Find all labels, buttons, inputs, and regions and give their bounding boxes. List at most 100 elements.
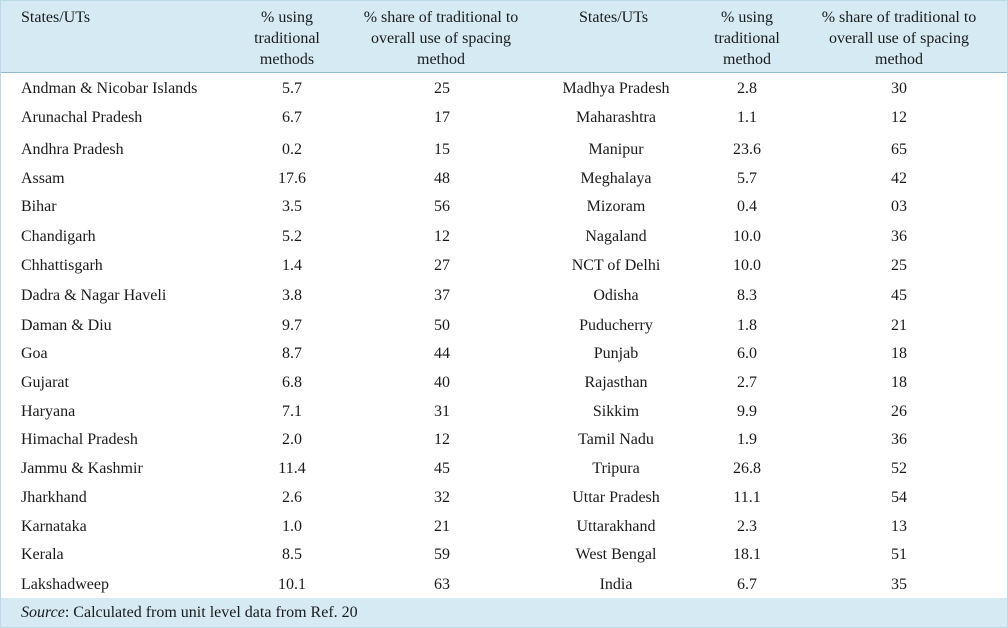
source-note: Source: Calculated from unit level data … [21,598,358,627]
cell-share-traditional-2: 13 [891,518,907,535]
cell-share-traditional-2: 25 [891,257,907,274]
cell-share-traditional-2: 52 [891,460,907,477]
header-pct-traditional-1: % using traditional methods [254,9,320,68]
cell-state-1: Goa [21,345,48,362]
table-row: Assam 17.6 48 Meghalaya 5.7 42 [1,164,1007,193]
cell-pct-traditional-1: 5.2 [282,228,302,245]
cell-pct-traditional-2: 9.9 [737,403,757,420]
cell-pct-traditional-1: 2.0 [282,431,302,448]
table-row: Bihar 3.5 56 Mizoram 0.4 03 [1,192,1007,221]
cell-share-traditional-1: 25 [434,80,450,97]
cell-share-traditional-2: 26 [891,403,907,420]
table-row: Jammu & Kashmir 11.4 45 Tripura 26.8 52 [1,454,1007,483]
cell-share-traditional-2: 18 [891,345,907,362]
table-row: Chhattisgarh 1.4 27 NCT of Delhi 10.0 25 [1,251,1007,280]
cell-pct-traditional-1: 3.8 [282,287,302,304]
header-share-traditional-1: % share of traditional to overall use of… [363,9,519,68]
cell-share-traditional-1: 12 [434,431,450,448]
table-row: Chandigarh 5.2 12 Nagaland 10.0 36 [1,222,1007,251]
table-footer: Source: Calculated from unit level data … [1,598,1007,627]
cell-pct-traditional-1: 8.5 [282,546,302,563]
table-row: Dadra & Nagar Haveli 3.8 37 Odisha 8.3 45 [1,281,1007,310]
cell-pct-traditional-1: 1.4 [282,257,302,274]
cell-state-1: Andman & Nicobar Islands [21,80,198,97]
cell-share-traditional-1: 27 [434,257,450,274]
table-row: Goa 8.7 44 Punjab 6.0 18 [1,339,1007,368]
cell-pct-traditional-2: 10.0 [733,257,761,274]
table-row: Haryana 7.1 31 Sikkim 9.9 26 [1,397,1007,426]
cell-state-1: Chandigarh [21,228,96,245]
cell-pct-traditional-2: 1.8 [737,317,757,334]
cell-state-1: Lakshadweep [21,576,109,593]
cell-share-traditional-1: 17 [434,109,450,126]
header-pct-traditional-2: % using traditional method [714,9,780,68]
cell-share-traditional-2: 54 [891,489,907,506]
cell-share-traditional-2: 30 [891,80,907,97]
cell-share-traditional-1: 15 [434,141,450,158]
cell-state-1: Andhra Pradesh [21,141,124,158]
cell-state-1: Jammu & Kashmir [21,460,143,477]
cell-pct-traditional-1: 17.6 [278,170,306,187]
cell-share-traditional-1: 31 [434,403,450,420]
cell-pct-traditional-1: 2.6 [282,489,302,506]
cell-pct-traditional-1: 6.8 [282,374,302,391]
cell-state-1: Haryana [21,403,76,420]
cell-state-2: Tripura [592,460,640,477]
cell-state-2: Nagaland [585,228,647,245]
cell-share-traditional-2: 36 [891,431,907,448]
cell-state-1: Karnataka [21,518,87,535]
cell-state-2: Odisha [593,287,639,304]
cell-state-2: Sikkim [592,403,640,420]
cell-share-traditional-1: 48 [434,170,450,187]
cell-share-traditional-1: 40 [434,374,450,391]
cell-pct-traditional-1: 8.7 [282,345,302,362]
cell-share-traditional-2: 65 [891,141,907,158]
cell-share-traditional-1: 32 [434,489,450,506]
cell-state-1: Jharkhand [21,489,87,506]
cell-pct-traditional-2: 1.9 [737,431,757,448]
cell-pct-traditional-2: 1.1 [737,109,757,126]
cell-state-2: India [599,576,633,593]
table-row: Karnataka 1.0 21 Uttarakhand 2.3 13 [1,512,1007,541]
cell-share-traditional-2: 51 [891,546,907,563]
cell-share-traditional-1: 12 [434,228,450,245]
cell-pct-traditional-2: 23.6 [733,141,761,158]
header-share-traditional-2: % share of traditional to overall use of… [821,9,977,68]
cell-state-1: Dadra & Nagar Haveli [21,287,167,304]
cell-share-traditional-2: 18 [891,374,907,391]
cell-share-traditional-2: 03 [891,198,907,215]
cell-share-traditional-1: 50 [434,317,450,334]
cell-share-traditional-1: 45 [434,460,450,477]
cell-state-1: Assam [21,170,65,187]
cell-state-2: Punjab [593,345,639,362]
cell-state-2: Puducherry [579,317,653,334]
table-row: Jharkhand 2.6 32 Uttar Pradesh 11.1 54 [1,483,1007,512]
cell-state-2: Madhya Pradesh [562,80,670,97]
cell-state-2: Manipur [588,141,644,158]
header-states-1: States/UTs [21,9,91,26]
cell-state-1: Daman & Diu [21,317,112,334]
cell-state-1: Chhattisgarh [21,257,103,274]
cell-pct-traditional-1: 1.0 [282,518,302,535]
cell-pct-traditional-1: 10.1 [278,576,306,593]
cell-state-1: Kerala [21,546,64,563]
cell-share-traditional-1: 37 [434,287,450,304]
cell-state-1: Himachal Pradesh [21,431,138,448]
cell-share-traditional-2: 35 [891,576,907,593]
cell-state-2: Uttarakhand [576,518,656,535]
cell-pct-traditional-1: 9.7 [282,317,302,334]
cell-state-2: West Bengal [575,546,657,563]
cell-pct-traditional-1: 11.4 [278,460,306,477]
source-label: Source [21,604,65,621]
cell-pct-traditional-2: 6.7 [737,576,757,593]
cell-pct-traditional-2: 2.8 [737,80,757,97]
cell-pct-traditional-2: 2.7 [737,374,757,391]
cell-pct-traditional-2: 8.3 [737,287,757,304]
cell-pct-traditional-1: 7.1 [282,403,302,420]
table-row: Andman & Nicobar Islands 5.7 25 Madhya Prad… [1,74,1007,103]
cell-share-traditional-1: 44 [434,345,450,362]
cell-pct-traditional-1: 3.5 [282,198,302,215]
cell-state-2: NCT of Delhi [571,257,661,274]
cell-state-1: Gujarat [21,374,69,391]
